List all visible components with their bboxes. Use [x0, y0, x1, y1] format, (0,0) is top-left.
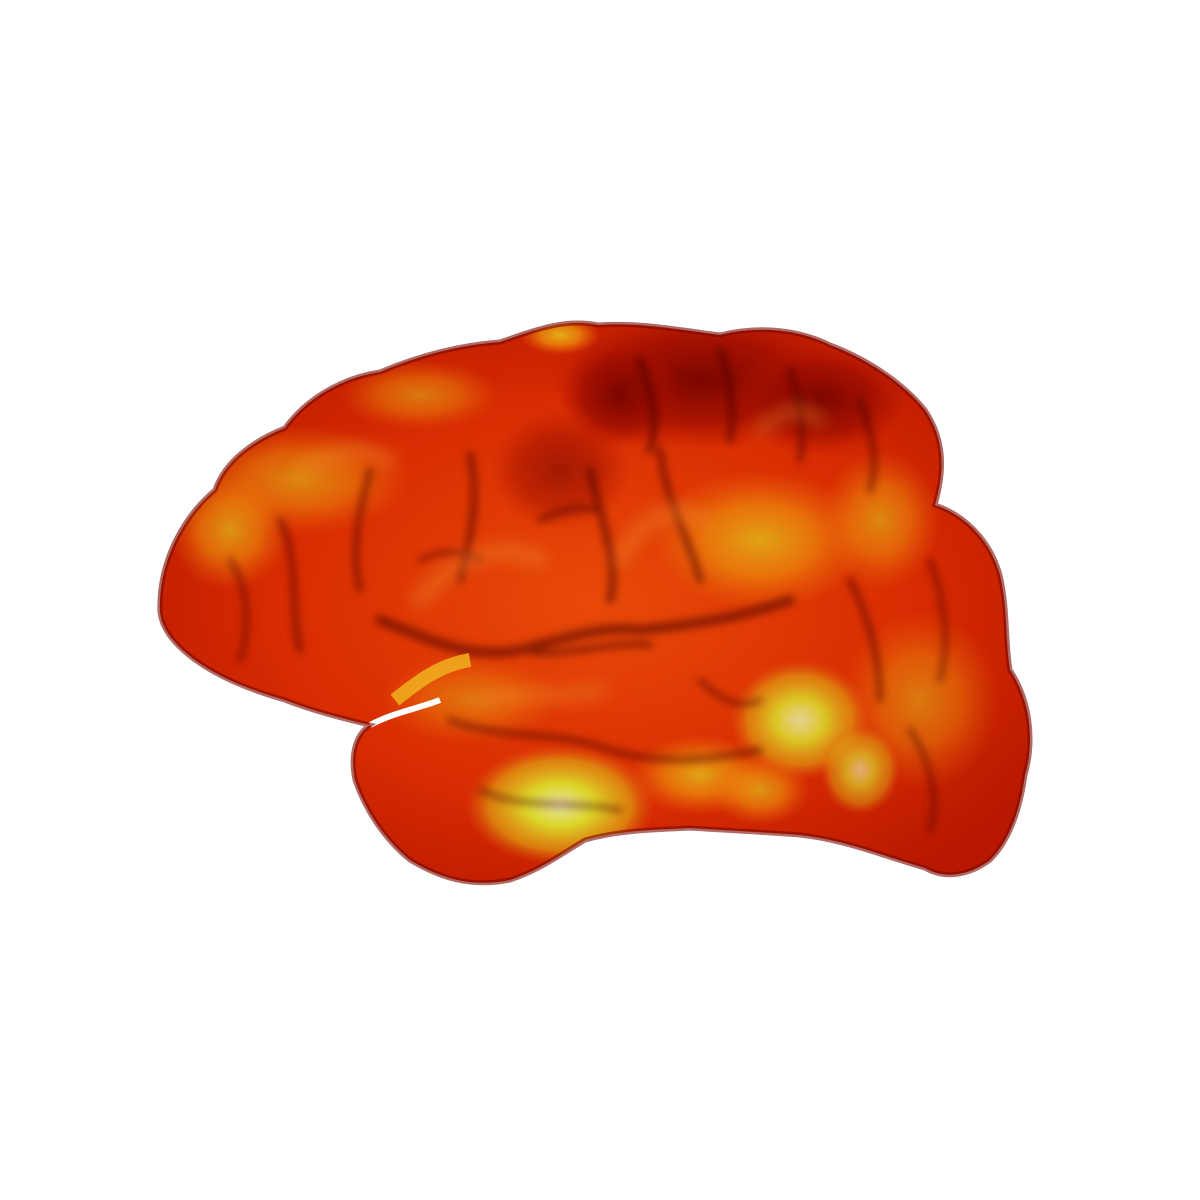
- sylvian-fissure: [368, 653, 472, 728]
- gyri-highlights: [293, 405, 826, 707]
